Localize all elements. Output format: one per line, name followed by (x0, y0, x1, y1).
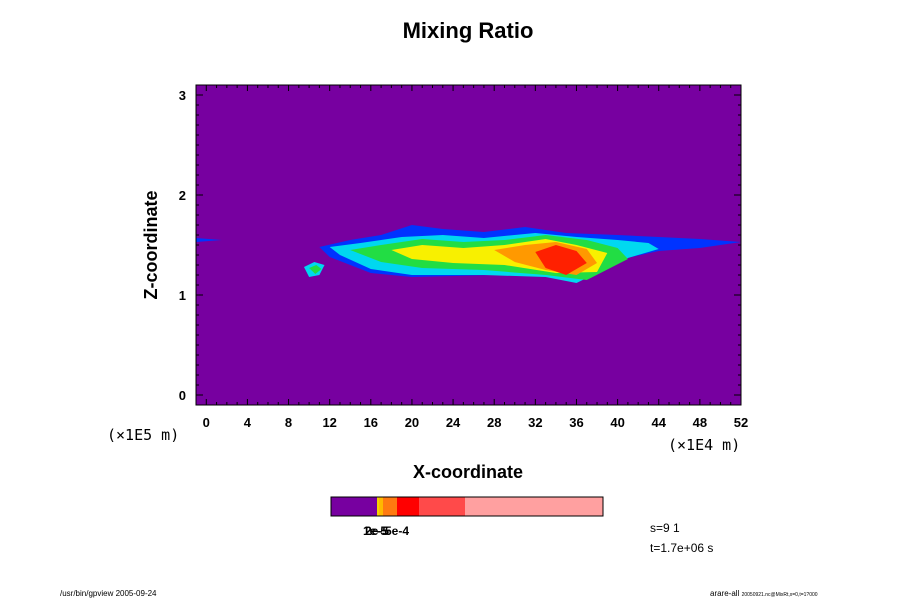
y-tick-label: 0 (179, 388, 186, 403)
footer-file-detail: 20050921.nc@MixRt,x=0,t=1?000 (742, 592, 818, 598)
y-tick-label: 2 (179, 188, 186, 203)
x-tick-label: 8 (285, 415, 292, 430)
colorbar-label: 1e-5 (363, 524, 387, 538)
colorbar (330, 496, 604, 517)
x-scale-label: (×1E4 m) (668, 436, 740, 454)
x-axis-label: X-coordinate (413, 462, 523, 482)
plume-contours (196, 225, 741, 283)
colorbar-segment (379, 497, 383, 516)
x-tick-label: 40 (610, 415, 624, 430)
plume-band-blue (196, 238, 222, 242)
chart-title: Mixing Ratio (403, 18, 534, 43)
x-tick-label: 4 (244, 415, 252, 430)
plot-area (195, 84, 742, 406)
y-scale-label: (×1E5 m) (107, 426, 179, 444)
plume-band-green (309, 265, 322, 274)
colorbar-segment (397, 497, 419, 516)
colorbar-segment (383, 497, 397, 516)
x-tick-label: 52 (734, 415, 748, 430)
colorbar-segment (377, 497, 379, 516)
x-tick-label: 20 (405, 415, 419, 430)
colorbar-frame (330, 496, 604, 517)
x-tick-label: 0 (203, 415, 210, 430)
footer-file-main: arare-all (710, 589, 740, 598)
colorbar-labels: 1e-52e-55e-4 (363, 524, 409, 538)
colorbar-segment (419, 497, 465, 516)
x-tick-label: 48 (693, 415, 707, 430)
x-tick-label: 12 (322, 415, 336, 430)
footer-file: arare-all 20050921.nc@MixRt,x=0,t=1?000 (710, 589, 818, 598)
x-tick-label: 28 (487, 415, 501, 430)
step-label: s=9 1 (650, 521, 680, 535)
y-axis-label: Z-coordinate (141, 190, 161, 299)
colorbar-segment (331, 497, 377, 516)
x-tick-labels: 0 4 8 12 16 20 24 28 32 36 40 44 48 52 (203, 415, 749, 430)
x-tick-label: 44 (652, 415, 667, 430)
time-label: t=1.7e+06 s (650, 541, 713, 555)
x-tick-label: 24 (446, 415, 461, 430)
y-tick-label: 3 (179, 88, 186, 103)
colorbar-segment (465, 497, 603, 516)
y-tick-label: 1 (179, 288, 186, 303)
x-tick-label: 32 (528, 415, 542, 430)
colorbar-label: 2e-5 (365, 524, 389, 538)
x-tick-label: 16 (364, 415, 378, 430)
colorbar-label: 5e-4 (385, 524, 409, 538)
footer-command: /usr/bin/gpview 2005-09-24 (60, 589, 157, 598)
y-tick-labels: 0 1 2 3 (179, 88, 186, 403)
axis-ticks (196, 85, 742, 405)
plume-band-red (535, 245, 587, 275)
x-tick-label: 36 (569, 415, 583, 430)
